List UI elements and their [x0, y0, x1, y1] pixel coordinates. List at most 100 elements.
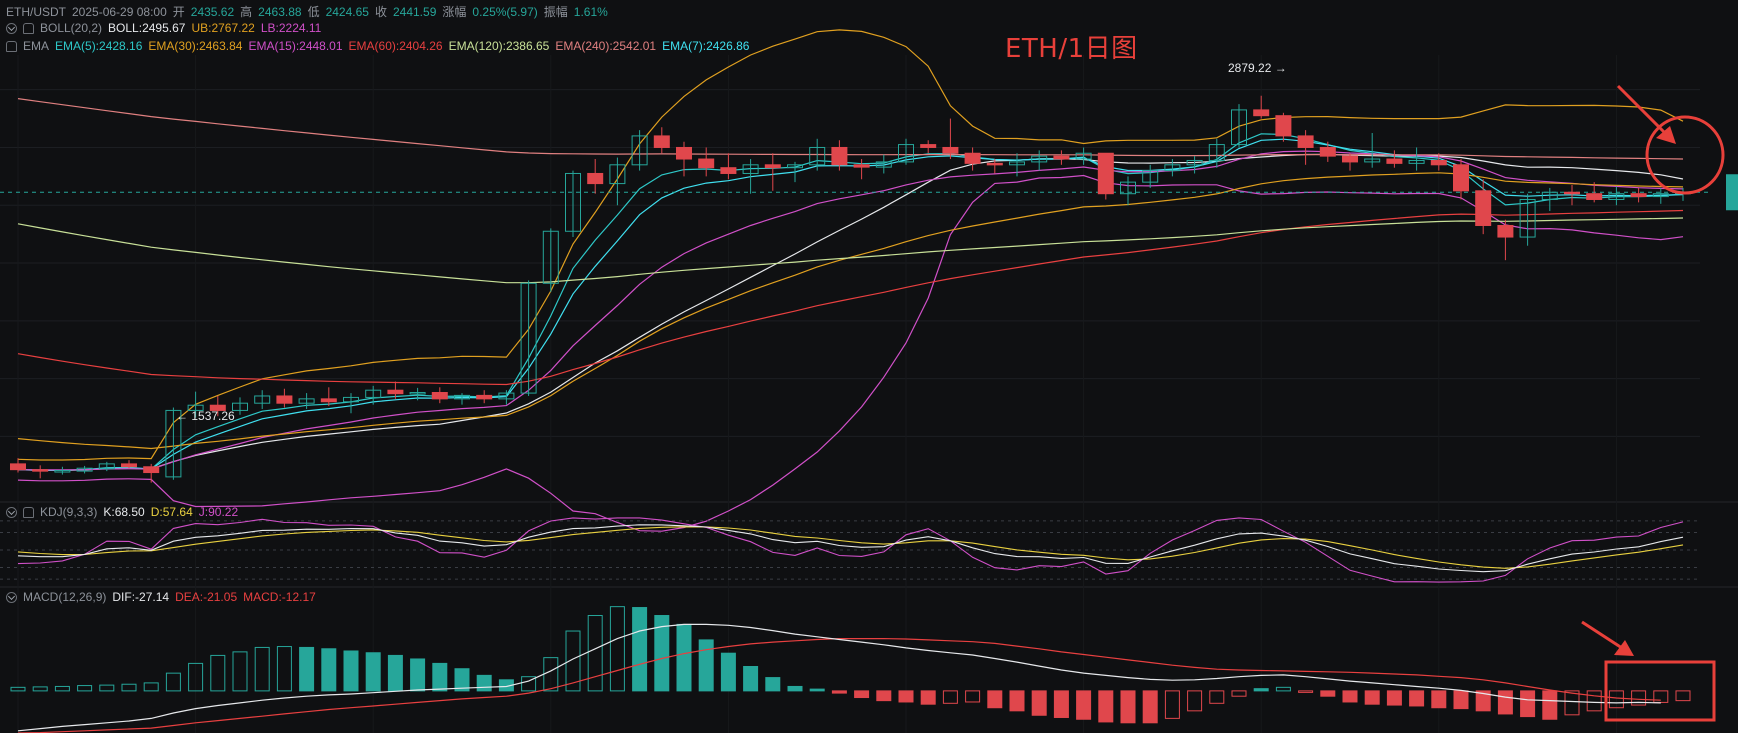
- macd-histogram-bar: [32, 686, 48, 692]
- macd-histogram-bar: [1187, 690, 1203, 712]
- candle-body: [631, 135, 648, 166]
- candle-body: [676, 146, 692, 160]
- macd-histogram-bar: [720, 652, 736, 692]
- candle-body: [653, 135, 670, 148]
- macd-histogram-bar: [1120, 690, 1136, 724]
- candle-body: [454, 394, 470, 400]
- candle-body: [1364, 158, 1381, 163]
- annotation-arrow: [1616, 84, 1668, 136]
- ema-240: EMA(240):2542.01: [555, 39, 657, 53]
- candle-body: [720, 167, 737, 174]
- candle-body: [1097, 152, 1114, 195]
- candle-body: [187, 404, 204, 411]
- macd-histogram-bar: [965, 690, 981, 703]
- macd-histogram-bar: [1164, 690, 1180, 719]
- candle-body: [1386, 158, 1403, 164]
- boll-mid: BOLL:2495.67: [108, 21, 186, 35]
- macd-histogram-bar: [1098, 690, 1114, 723]
- candle-body: [1075, 152, 1092, 160]
- candle-body: [742, 164, 759, 174]
- macd-histogram-bar: [1542, 690, 1558, 720]
- candle-body: [98, 463, 115, 470]
- ema240-line: [17, 98, 1684, 160]
- macd-histogram-bar: [876, 690, 892, 702]
- candle-body: [920, 144, 937, 148]
- macd-histogram-bar: [143, 682, 159, 692]
- ema60-line: [17, 209, 1684, 386]
- low-callout: ← 1537.26: [176, 409, 235, 423]
- macd-histogram-bar: [99, 684, 115, 692]
- macd-histogram-bar: [1431, 690, 1447, 709]
- collapse-chevron-icon[interactable]: [6, 22, 17, 34]
- macd-histogram-bar: [387, 654, 403, 692]
- macd-histogram-bar: [743, 666, 759, 692]
- macd-name: MACD(12,26,9): [23, 590, 107, 604]
- low-label: 低: [307, 5, 320, 19]
- boll-ub: UB:2767.22: [191, 21, 255, 35]
- macd-value: MACD:-12.17: [243, 590, 316, 604]
- ema-60: EMA(60):2404.26: [348, 39, 443, 53]
- close-label: 收: [374, 5, 387, 19]
- candle-body: [1231, 109, 1247, 146]
- high-value: 2463.88: [258, 4, 302, 19]
- candle-body: [209, 404, 226, 411]
- candle-body: [875, 161, 892, 168]
- candle-body: [1342, 155, 1358, 163]
- bell-icon[interactable]: [23, 22, 34, 34]
- ema15-line: [17, 150, 1684, 471]
- candle-body: [1275, 115, 1292, 137]
- candle-body: [476, 394, 493, 400]
- candle-body: [254, 395, 271, 404]
- macd-histogram-bar: [632, 607, 648, 692]
- candle-body: [520, 282, 537, 394]
- macd-histogram-bar: [343, 650, 359, 692]
- boll-upper-line: [17, 29, 1684, 461]
- candle-body: [1630, 193, 1647, 198]
- macd-histogram-bar: [898, 690, 914, 703]
- macd-histogram-bar: [1209, 690, 1225, 704]
- candle-body: [431, 392, 448, 400]
- macd-histogram-bar: [1053, 690, 1069, 718]
- candle-body: [1453, 164, 1469, 192]
- candle-body: [1297, 135, 1314, 148]
- candle-body: [1519, 198, 1536, 238]
- candle-body: [1031, 155, 1048, 163]
- candle-body: [232, 402, 248, 411]
- macd-histogram-bar: [1275, 686, 1291, 692]
- kdj-k-line: [17, 524, 1684, 573]
- candle-body: [942, 146, 959, 154]
- macd-dif: DIF:-27.14: [112, 590, 170, 604]
- annotation-title: ETH/1日图: [1005, 34, 1138, 64]
- pair-label: ETH/USDT: [6, 4, 66, 19]
- ohlc-header: ETH/USDT 2025-06-29 08:00 开 2435.62 高 24…: [6, 3, 608, 20]
- highlight-circle: [1645, 115, 1725, 195]
- candle-body: [1120, 181, 1136, 195]
- macd-histogram-bar: [165, 672, 181, 692]
- candle-body: [165, 409, 182, 478]
- macd-histogram-bar: [1564, 690, 1580, 716]
- low-value: 2424.65: [325, 4, 369, 19]
- macd-histogram-bar: [787, 685, 803, 692]
- macd-histogram-bar: [299, 646, 315, 692]
- datetime-label: 2025-06-29 08:00: [72, 4, 167, 19]
- kdj-name: KDJ(9,3,3): [40, 505, 98, 519]
- macd-histogram-bar: [609, 606, 625, 692]
- macd-histogram-bar: [831, 690, 847, 694]
- collapse-chevron-icon[interactable]: [6, 506, 17, 518]
- change-value: 0.25%(5.97): [472, 4, 538, 19]
- collapse-chevron-icon[interactable]: [6, 591, 17, 603]
- candle-body: [964, 152, 981, 164]
- bell-icon[interactable]: [23, 506, 34, 518]
- boll-name: BOLL(20,2): [40, 21, 103, 35]
- candle-body: [1497, 224, 1514, 238]
- ema7-line: [17, 138, 1684, 471]
- bell-icon[interactable]: [6, 40, 17, 52]
- macd-histogram-bar: [232, 651, 248, 692]
- macd-histogram-bar: [1608, 690, 1624, 709]
- macd-histogram-bar: [1342, 690, 1358, 703]
- candle-body: [1319, 146, 1336, 157]
- macd-histogram-bar: [676, 623, 692, 692]
- ema-name: EMA: [23, 39, 50, 53]
- candle-body: [542, 230, 559, 284]
